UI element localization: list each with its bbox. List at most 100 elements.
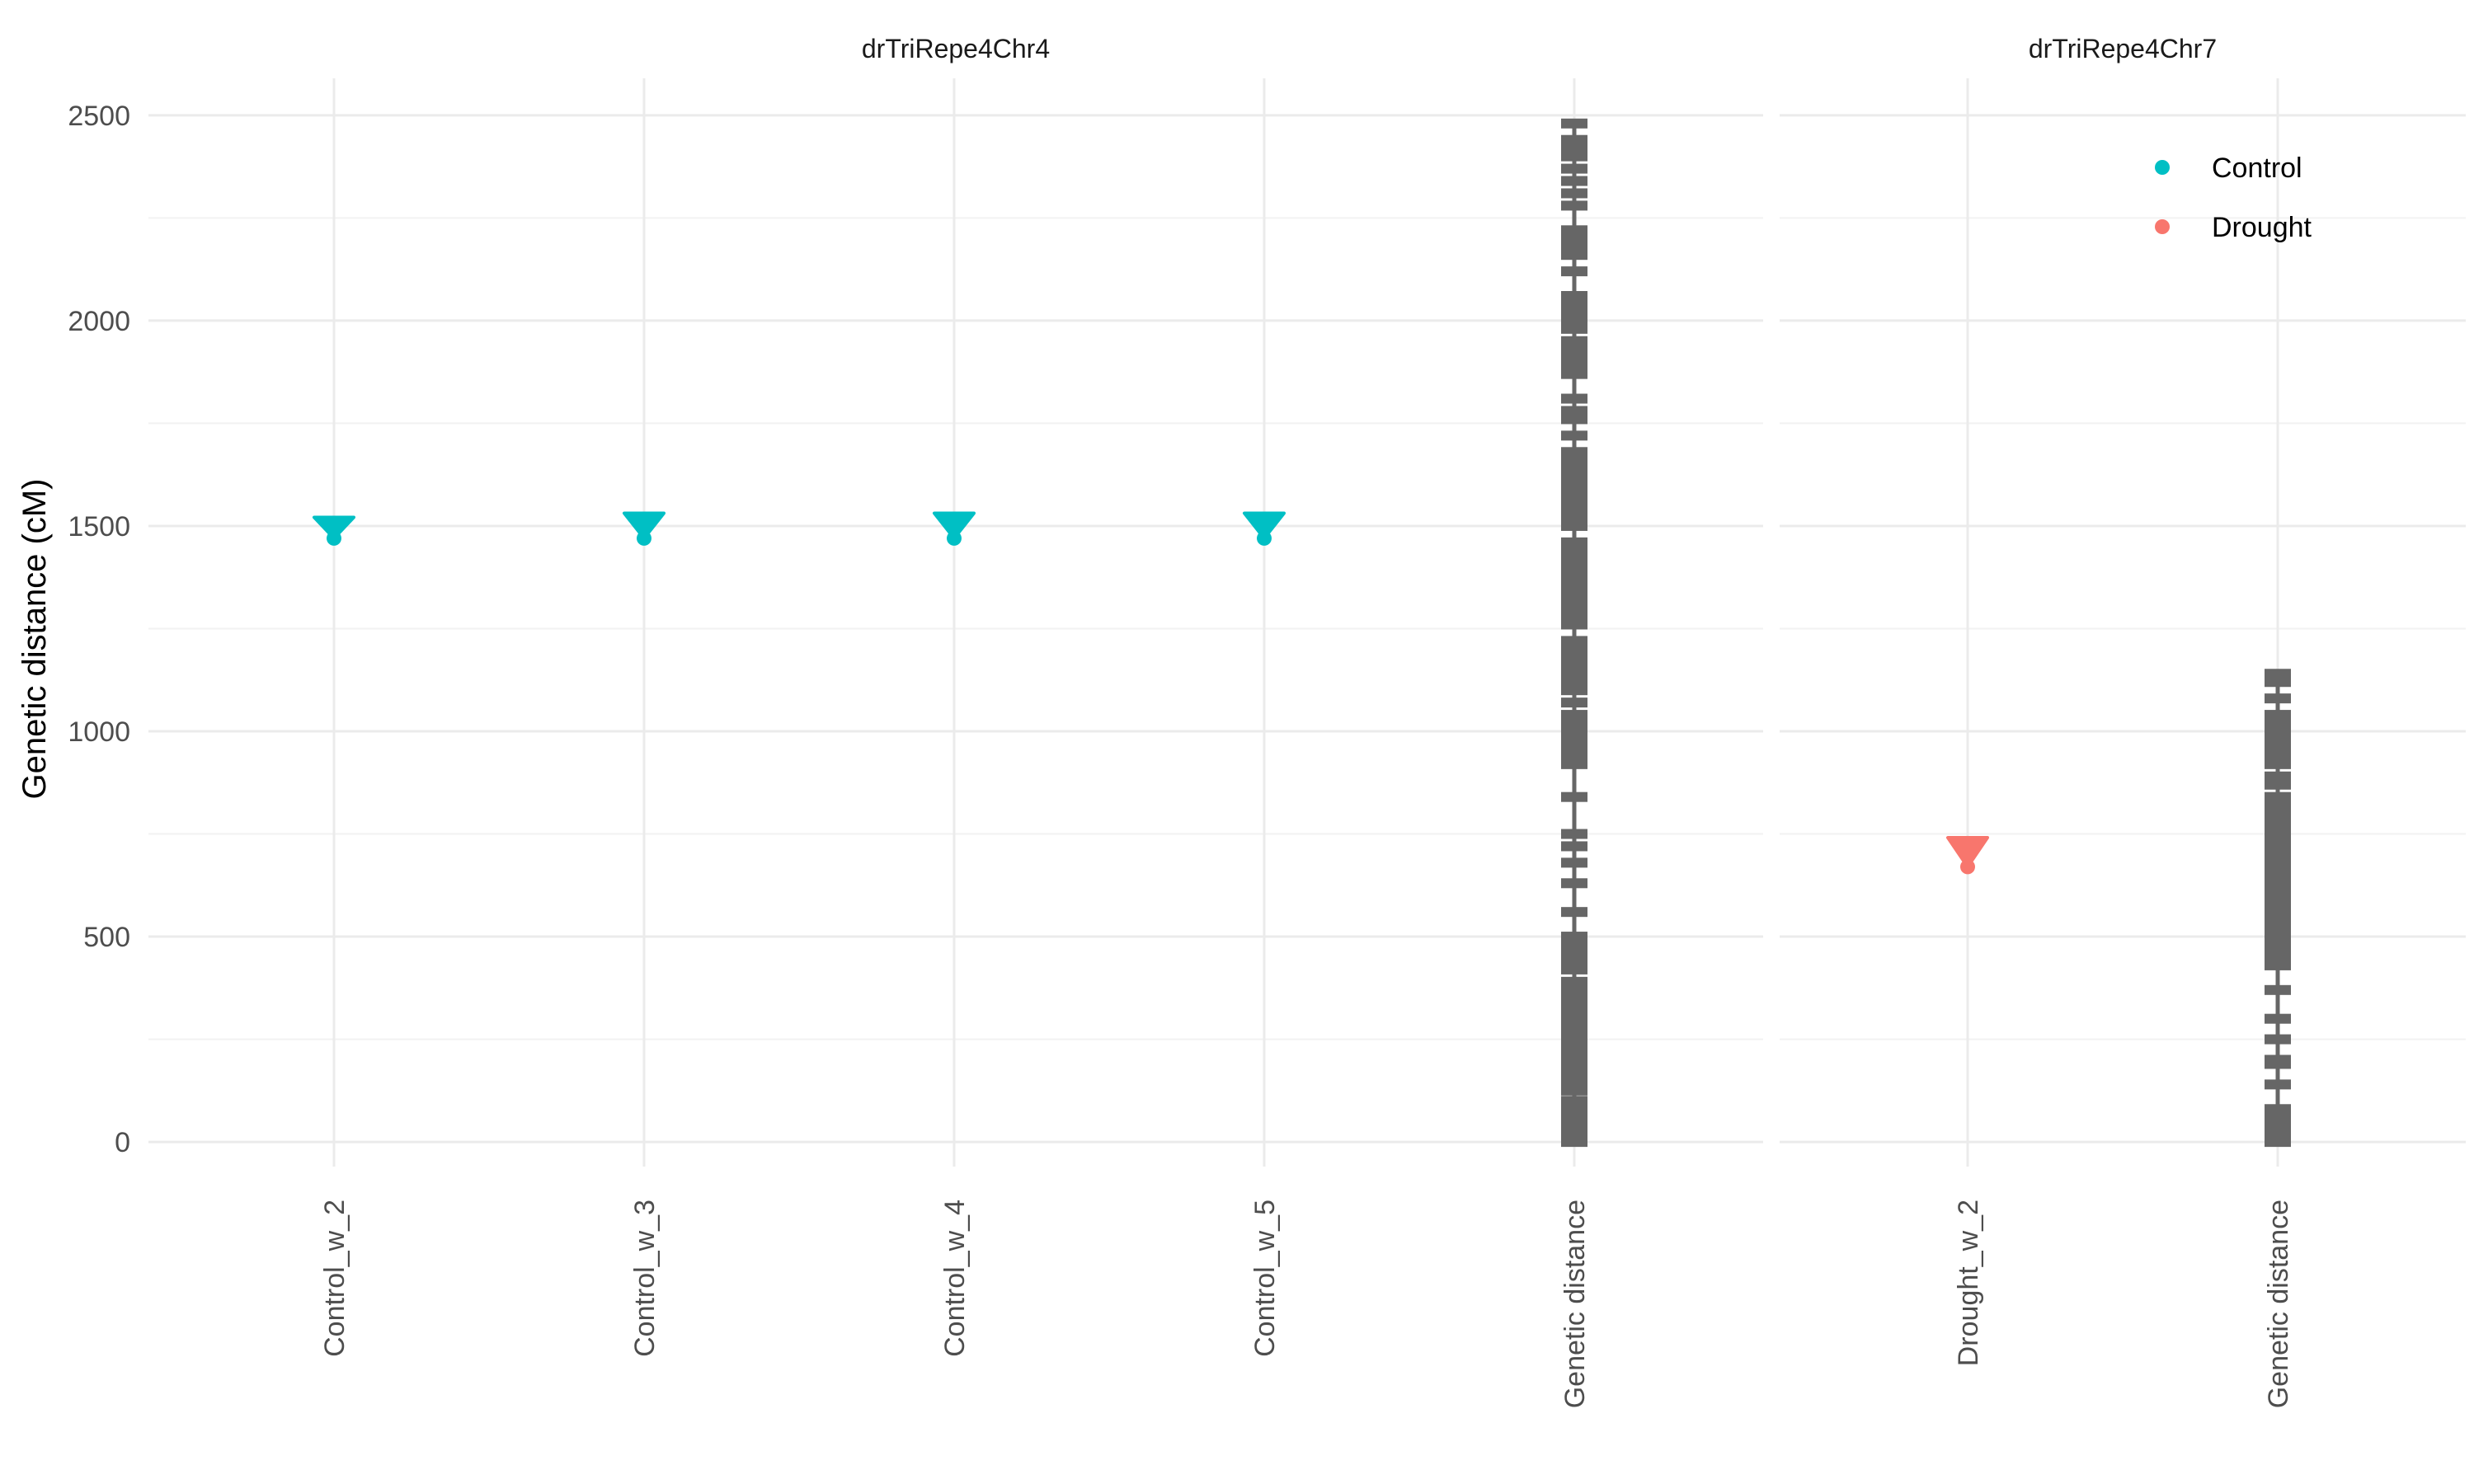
map-marker [2265, 791, 2291, 802]
map-marker [2265, 800, 2291, 810]
map-marker [1561, 570, 1587, 580]
legend: Control Drought [2155, 153, 2312, 243]
map-marker [1561, 594, 1587, 605]
map-marker [1561, 993, 1587, 1003]
map-marker [1561, 352, 1587, 363]
map-marker [2265, 899, 2291, 909]
map-marker [2265, 1104, 2291, 1115]
map-marker [1561, 307, 1587, 317]
qtl-peak-point [637, 530, 651, 546]
map-marker [2265, 857, 2291, 868]
map-marker [1561, 393, 1587, 404]
map-marker [1561, 537, 1587, 547]
map-marker [1561, 447, 1587, 458]
panel-title: drTriRepe4Chr7 [2029, 34, 2217, 63]
y-tick-label: 2500 [68, 101, 130, 132]
map-marker [1561, 677, 1587, 688]
map-marker [1561, 964, 1587, 974]
map-marker [1561, 143, 1587, 153]
map-marker [2265, 907, 2291, 918]
x-tick-label: Control_w_4 [939, 1200, 971, 1357]
y-tick-label: 1000 [68, 716, 130, 748]
map-marker [1561, 603, 1587, 613]
qtl-peak-point [947, 530, 962, 546]
map-marker [1561, 586, 1587, 597]
map-marker [1561, 652, 1587, 663]
map-marker [1561, 907, 1587, 918]
legend-label: Drought [2212, 212, 2312, 243]
map-marker [1561, 472, 1587, 482]
legend-key-control [2155, 160, 2170, 175]
map-marker [2265, 816, 2291, 827]
map-marker [2265, 890, 2291, 901]
x-tick-label: Drought_w_2 [1953, 1200, 1984, 1366]
map-marker [1561, 685, 1587, 696]
map-marker [1561, 455, 1587, 466]
map-marker [2265, 923, 2291, 934]
panel-title: drTriRepe4Chr4 [862, 34, 1050, 63]
qtl-peak-point [327, 530, 341, 546]
map-marker [2265, 750, 2291, 761]
map-marker [1561, 984, 1587, 995]
map-marker [2265, 841, 2291, 852]
qtl-peak-triangle [933, 511, 976, 540]
map-marker [1561, 176, 1587, 186]
map-marker [1561, 545, 1587, 556]
map-marker [1561, 200, 1587, 211]
map-marker [1561, 1104, 1587, 1115]
grid [148, 78, 2466, 1167]
panel-titles: drTriRepe4Chr4 drTriRepe4Chr7 [862, 34, 2217, 63]
map-marker [2265, 1079, 2291, 1090]
map-marker [1561, 553, 1587, 564]
map-marker [1561, 134, 1587, 145]
map-marker [1561, 233, 1587, 244]
map-marker [1561, 697, 1587, 708]
y-axis-ticks: 0 500 1000 1500 2000 2500 [68, 101, 130, 1158]
map-marker [1561, 430, 1587, 441]
map-marker [1561, 611, 1587, 622]
map-marker [1561, 336, 1587, 346]
map-marker [1561, 932, 1587, 942]
map-marker [1561, 669, 1587, 679]
map-marker [2265, 833, 2291, 843]
legend-key-drought [2155, 219, 2170, 234]
map-marker [1561, 976, 1587, 987]
map-marker [1561, 505, 1587, 515]
qtl-peak-triangle [1946, 836, 1989, 869]
map-marker [1561, 791, 1587, 802]
map-marker [2265, 1054, 2291, 1065]
x-tick-label: Genetic distance [1559, 1200, 1591, 1408]
map-marker [1561, 360, 1587, 371]
map-marker [2265, 677, 2291, 688]
map-marker [1561, 250, 1587, 261]
map-marker [1561, 496, 1587, 507]
map-marker [2265, 693, 2291, 704]
map-marker [1561, 636, 1587, 646]
legend-label: Control [2212, 153, 2302, 184]
map-marker [2265, 758, 2291, 769]
map-marker [1561, 561, 1587, 572]
map-marker [1561, 118, 1587, 129]
x-tick-label: Genetic distance [2263, 1200, 2294, 1408]
map-marker [2265, 710, 2291, 721]
map-marker [2265, 824, 2291, 835]
map-marker [2265, 984, 2291, 995]
map-marker [2265, 669, 2291, 679]
genetic-maps [1561, 118, 2291, 1148]
map-marker [1561, 1096, 1587, 1106]
map-marker [2265, 771, 2291, 782]
map-marker [2265, 742, 2291, 753]
y-tick-label: 2000 [68, 306, 130, 337]
map-marker [1561, 344, 1587, 355]
map-marker [1561, 188, 1587, 199]
map-marker [1561, 315, 1587, 326]
map-marker [1561, 619, 1587, 630]
x-tick-label: Control_w_5 [1249, 1200, 1281, 1357]
map-marker [1561, 644, 1587, 655]
map-marker [1561, 406, 1587, 416]
y-tick-label: 1500 [68, 511, 130, 542]
x-axis-ticks: Control_w_2 Control_w_3 Control_w_4 Control… [319, 1200, 2294, 1408]
map-marker [2265, 1034, 2291, 1045]
map-marker [1561, 857, 1587, 868]
